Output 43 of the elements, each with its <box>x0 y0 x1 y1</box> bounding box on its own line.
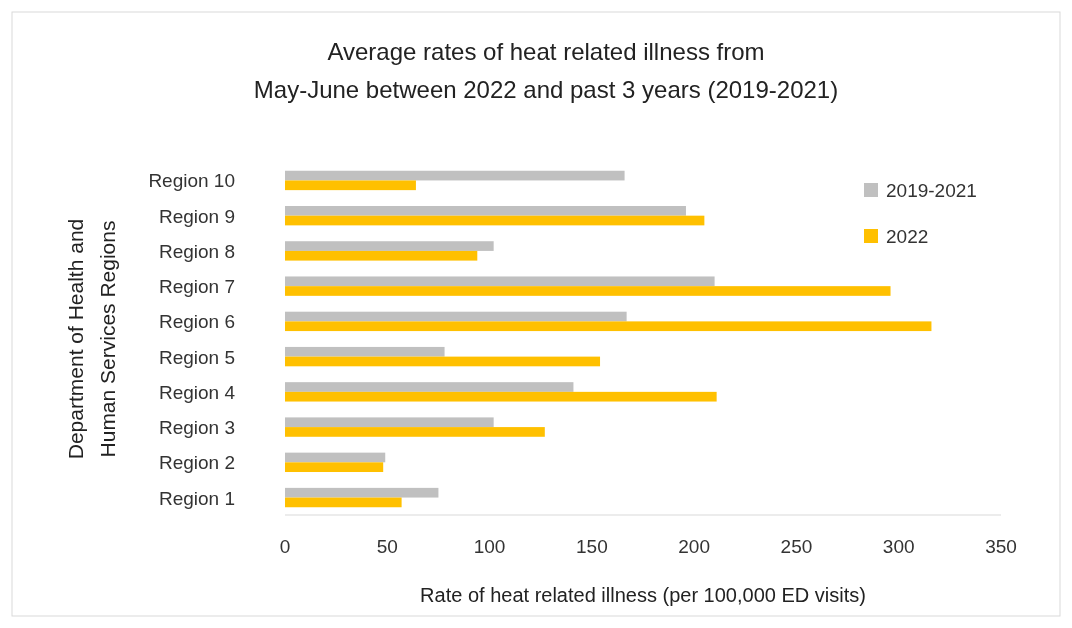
bar <box>285 391 717 402</box>
y-tick-label: Region 4 <box>158 381 236 403</box>
y-tick-label: Region 7 <box>158 276 235 298</box>
legend-label: 2019-2021 <box>886 180 977 201</box>
bar <box>285 462 384 473</box>
x-axis-title: Rate of heat related illness (per 100,000 ED visits) <box>420 584 866 606</box>
bar <box>285 250 478 261</box>
y-tick-label: Region 9 <box>158 205 235 227</box>
bar <box>285 346 445 357</box>
bar <box>285 487 439 498</box>
chart-title: Average rates of heat related illness from May-June between 2022 and past 3 years (2019-2021) <box>253 38 839 103</box>
x-tick-label: 0 <box>279 536 291 557</box>
bar <box>285 452 386 463</box>
legend-label: 2022 <box>886 226 929 247</box>
bar <box>285 205 686 216</box>
y-axis-title: Department of Health and Human Services Regions <box>64 218 119 460</box>
y-tick-label: Region 8 <box>158 240 235 262</box>
x-tick-label: 300 <box>882 536 915 557</box>
bar <box>285 215 705 226</box>
bar <box>285 276 715 287</box>
bar <box>285 356 601 367</box>
bar <box>285 321 932 332</box>
y-tick-label: Region 3 <box>158 417 235 439</box>
x-tick-label: 350 <box>985 536 1017 557</box>
y-tick-label: Region 6 <box>158 311 235 333</box>
y-tick-label: Region 2 <box>158 452 235 474</box>
x-tick-label: 150 <box>576 536 608 557</box>
bar <box>285 497 402 508</box>
x-tick-label: 250 <box>780 536 813 557</box>
y-tick-label: Region 10 <box>148 170 235 192</box>
bar <box>285 427 545 437</box>
y-tick-label: Region 1 <box>158 487 235 509</box>
x-tick-label: 100 <box>473 536 506 557</box>
bar <box>285 170 625 181</box>
y-tick-label: Region 5 <box>158 346 235 368</box>
bar <box>285 286 891 296</box>
bar <box>285 311 627 322</box>
x-tick-label: 200 <box>678 536 710 557</box>
bar <box>285 417 494 428</box>
x-tick-label: 50 <box>376 536 398 557</box>
bar <box>285 241 494 251</box>
bar <box>285 180 416 191</box>
bar <box>285 382 574 392</box>
